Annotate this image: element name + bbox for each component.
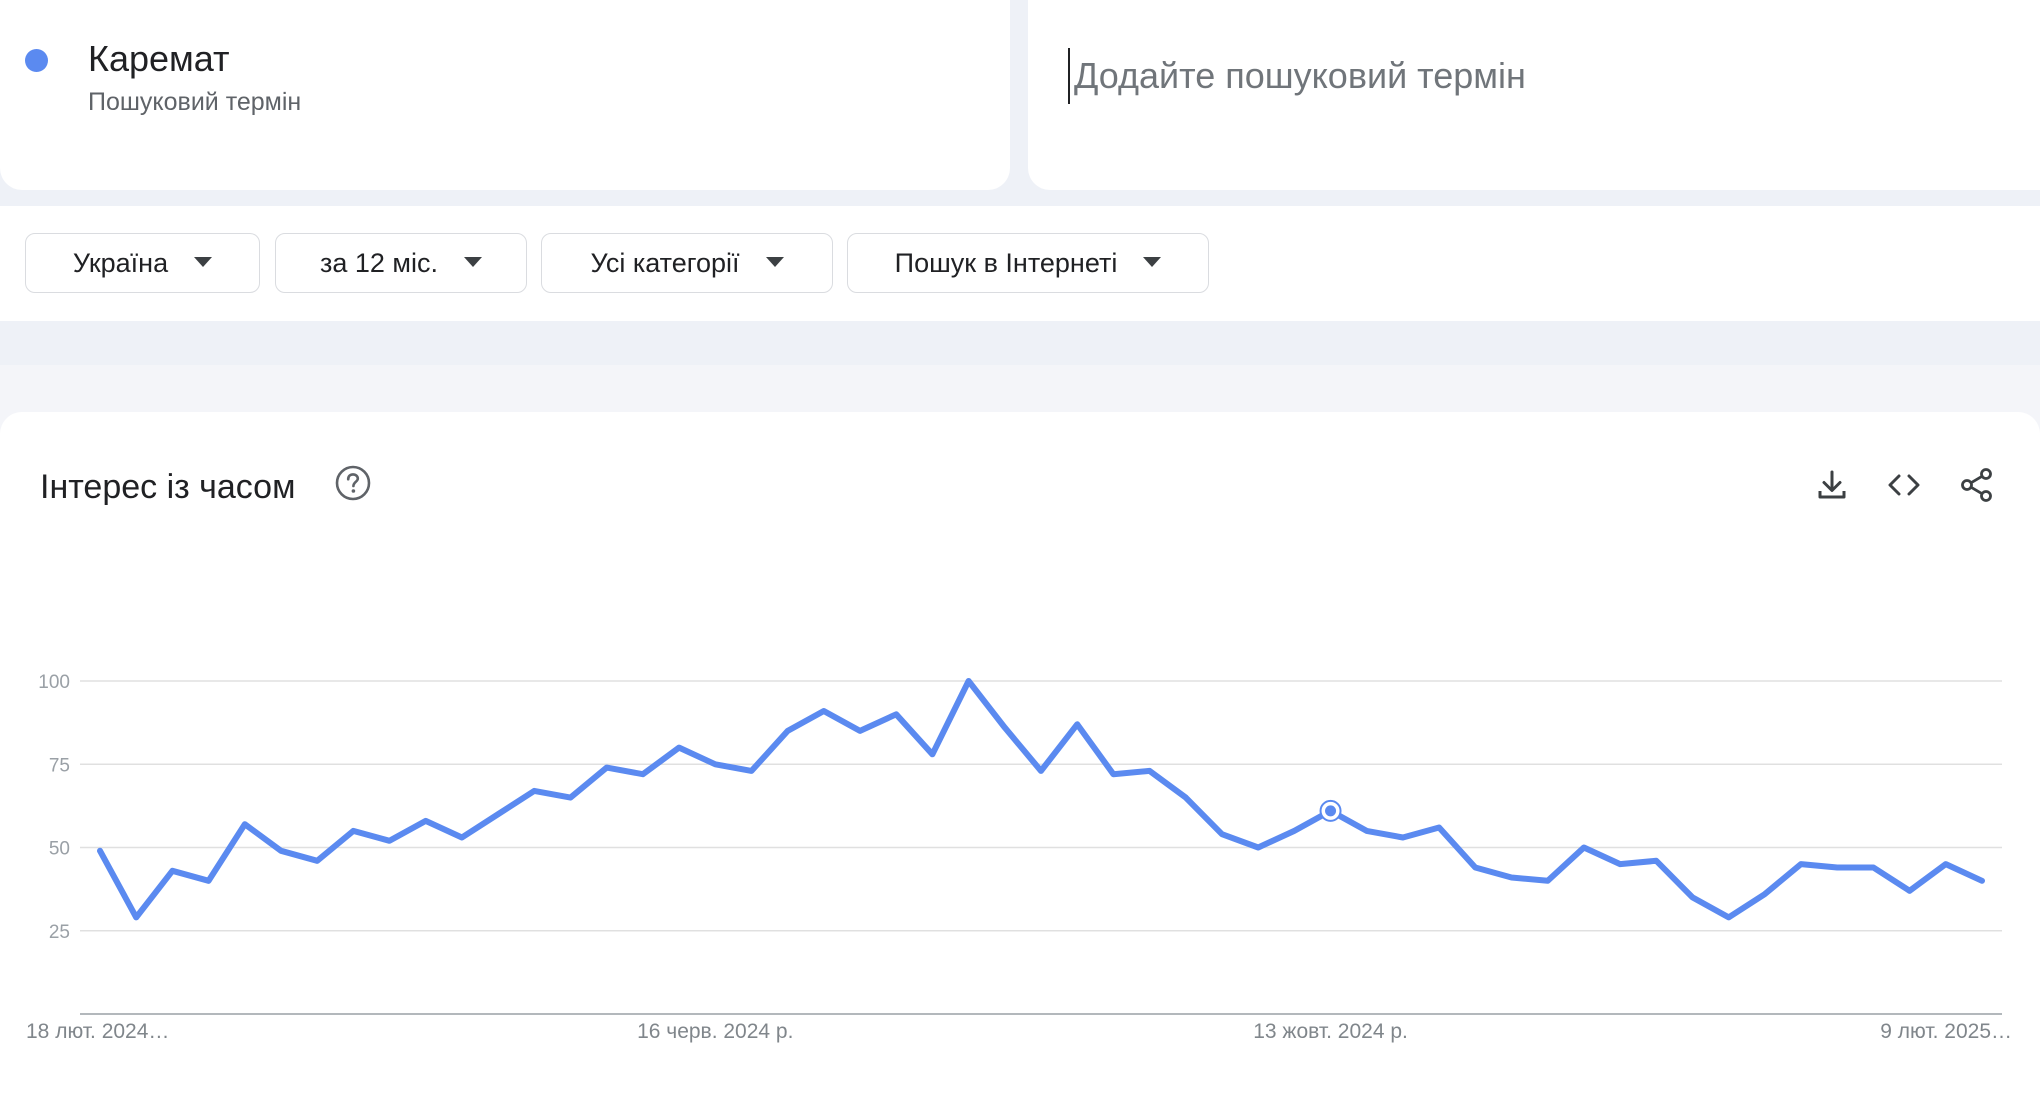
add-term-card: [1028, 0, 2040, 190]
filter-region-dropdown[interactable]: Україна: [25, 233, 260, 293]
filter-category-dropdown[interactable]: Усі категорії: [541, 233, 833, 293]
search-term-card[interactable]: Карeмат Пошуковий термін: [0, 0, 1010, 190]
highlight-point: [1325, 805, 1337, 817]
help-icon[interactable]: [334, 464, 372, 502]
x-tick-label: 9 лют. 2025…: [1880, 1020, 2012, 1043]
dropdown-caret-icon: [765, 257, 784, 267]
y-tick-label: 75: [49, 755, 70, 776]
section-divider: [0, 321, 2040, 365]
download-icon[interactable]: [1813, 466, 1851, 504]
filter-search-type-dropdown[interactable]: Пошук в Інтернеті: [847, 233, 1209, 293]
series-line: [97, 678, 1985, 921]
x-tick-label: 18 лют. 2024…: [26, 1020, 169, 1043]
x-tick-label: 16 черв. 2024 р.: [637, 1020, 793, 1043]
dropdown-caret-icon: [194, 257, 213, 267]
y-tick-label: 50: [49, 839, 70, 860]
chart-title: Інтерес із часом: [40, 468, 296, 506]
term-color-dot: [25, 49, 48, 72]
filter-period-label: за 12 міс.: [320, 247, 438, 278]
embed-code-icon[interactable]: [1885, 466, 1923, 504]
filter-period-dropdown[interactable]: за 12 міс.: [275, 233, 527, 293]
share-icon[interactable]: [1958, 466, 1996, 504]
add-term-input[interactable]: [1068, 48, 1974, 104]
interest-line-chart: 25 50 75 100 18 лют. 2024… 16 черв. 2024 р. 13…: [26, 672, 2012, 1043]
x-tick-label: 13 жовт. 2024 р.: [1253, 1020, 1408, 1043]
dropdown-caret-icon: [464, 257, 482, 267]
filter-category-label: Усі категорії: [590, 247, 740, 278]
y-tick-label: 100: [38, 672, 70, 693]
dropdown-caret-icon: [1143, 257, 1162, 267]
term-name: Карeмат: [88, 38, 230, 79]
y-tick-label: 25: [49, 922, 70, 943]
filter-bar: Україна за 12 міс. Усі категорії Пошук в…: [0, 206, 2040, 321]
top-band: Карeмат Пошуковий термін: [0, 0, 2040, 206]
interest-over-time-card: Інтерес із часом 25 50 75 100 18 лют. 2024… 1…: [0, 412, 2040, 1106]
filter-region-label: Україна: [72, 247, 169, 278]
filter-search-type-label: Пошук в Інтернеті: [894, 247, 1118, 278]
term-type-label: Пошуковий термін: [88, 88, 302, 116]
